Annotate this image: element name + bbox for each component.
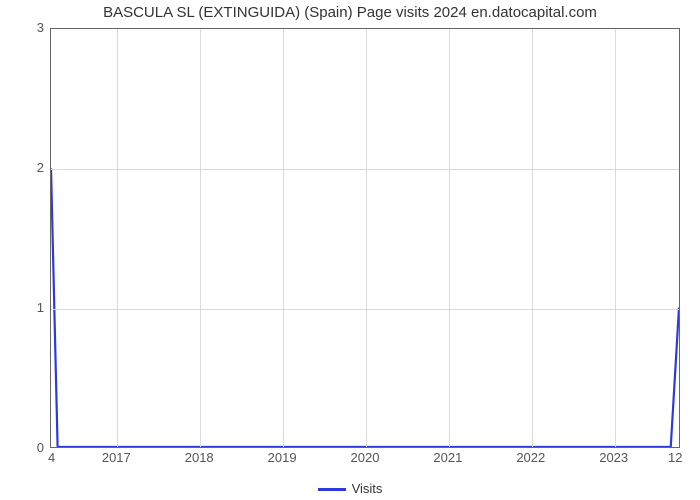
gridline-vertical [615, 29, 616, 447]
x-tick-label: 2018 [185, 450, 214, 465]
series-visits [51, 168, 679, 447]
x-edge-right-label: 12 [668, 450, 682, 465]
gridline-vertical [283, 29, 284, 447]
legend: Visits [0, 481, 700, 496]
legend-swatch [318, 488, 346, 491]
chart-container: BASCULA SL (EXTINGUIDA) (Spain) Page vis… [0, 0, 700, 500]
y-tick-label: 3 [4, 20, 44, 35]
chart-title: BASCULA SL (EXTINGUIDA) (Spain) Page vis… [0, 4, 700, 21]
x-tick-label: 2017 [102, 450, 131, 465]
x-tick-label: 2022 [516, 450, 545, 465]
gridline-vertical [532, 29, 533, 447]
gridline-vertical [366, 29, 367, 447]
x-tick-label: 2023 [599, 450, 628, 465]
gridline-vertical [117, 29, 118, 447]
plot-area [50, 28, 680, 448]
x-edge-left-label: 4 [48, 450, 55, 465]
x-tick-label: 2020 [351, 450, 380, 465]
gridline-horizontal [51, 169, 679, 170]
gridline-horizontal [51, 309, 679, 310]
line-series-svg [51, 29, 679, 447]
y-tick-label: 1 [4, 300, 44, 315]
x-tick-label: 2021 [433, 450, 462, 465]
x-tick-label: 2019 [268, 450, 297, 465]
legend-label: Visits [352, 481, 383, 496]
gridline-vertical [200, 29, 201, 447]
y-tick-label: 0 [4, 440, 44, 455]
gridline-vertical [449, 29, 450, 447]
y-tick-label: 2 [4, 160, 44, 175]
